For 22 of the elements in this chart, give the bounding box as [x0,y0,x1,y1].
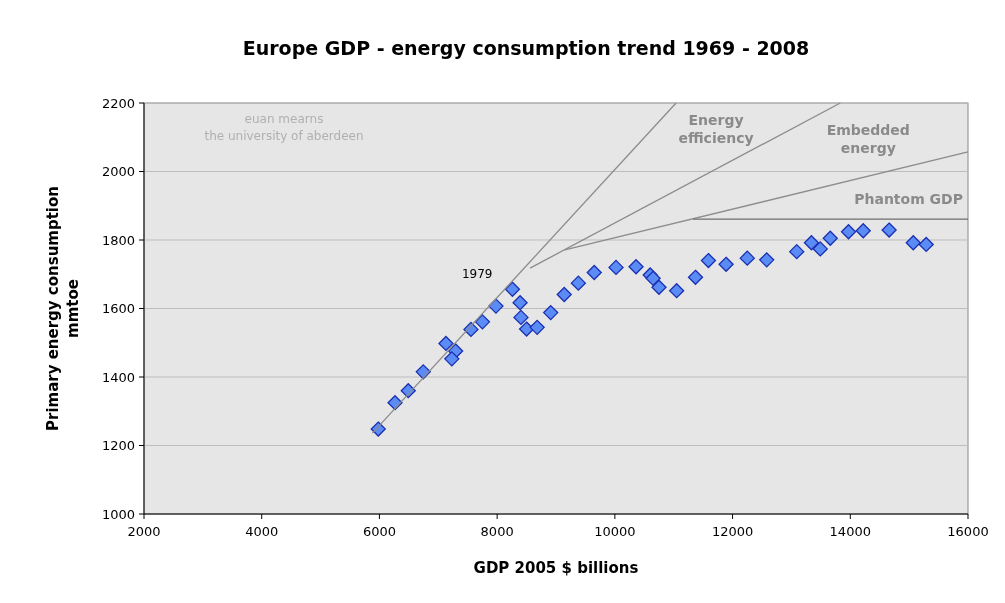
x-tick-label: 16000 [947,524,989,539]
x-tick-label: 6000 [362,524,396,539]
chart-title: Europe GDP - energy consumption trend 1969 - 2008 [242,37,810,59]
x-axis-title: GDP 2005 $ billions [473,559,639,577]
x-tick-label: 8000 [480,524,514,539]
x-tick-label: 12000 [711,524,754,539]
y-tick-label: 2000 [101,164,135,180]
series-label: Phantom GDP [854,190,963,207]
x-tick-label: 10000 [594,524,636,539]
y-tick-label: 1200 [101,438,135,454]
y-tick-label: 1600 [101,301,135,317]
x-tick-label: 14000 [829,524,871,539]
y-axis-title: Primary energy consumption mmtoe [44,186,82,431]
y-tick-label: 1400 [101,369,135,385]
x-tick-label: 2000 [127,524,161,539]
series-label: Energy efficiency [678,112,754,146]
y-tick-label: 2200 [101,95,135,111]
y-tick-label: 1000 [101,506,135,522]
annotation: 1979 [461,266,493,281]
y-tick-label: 1800 [101,232,135,248]
x-tick-label: 4000 [245,524,279,539]
series-label: Embedded energy [826,122,910,156]
